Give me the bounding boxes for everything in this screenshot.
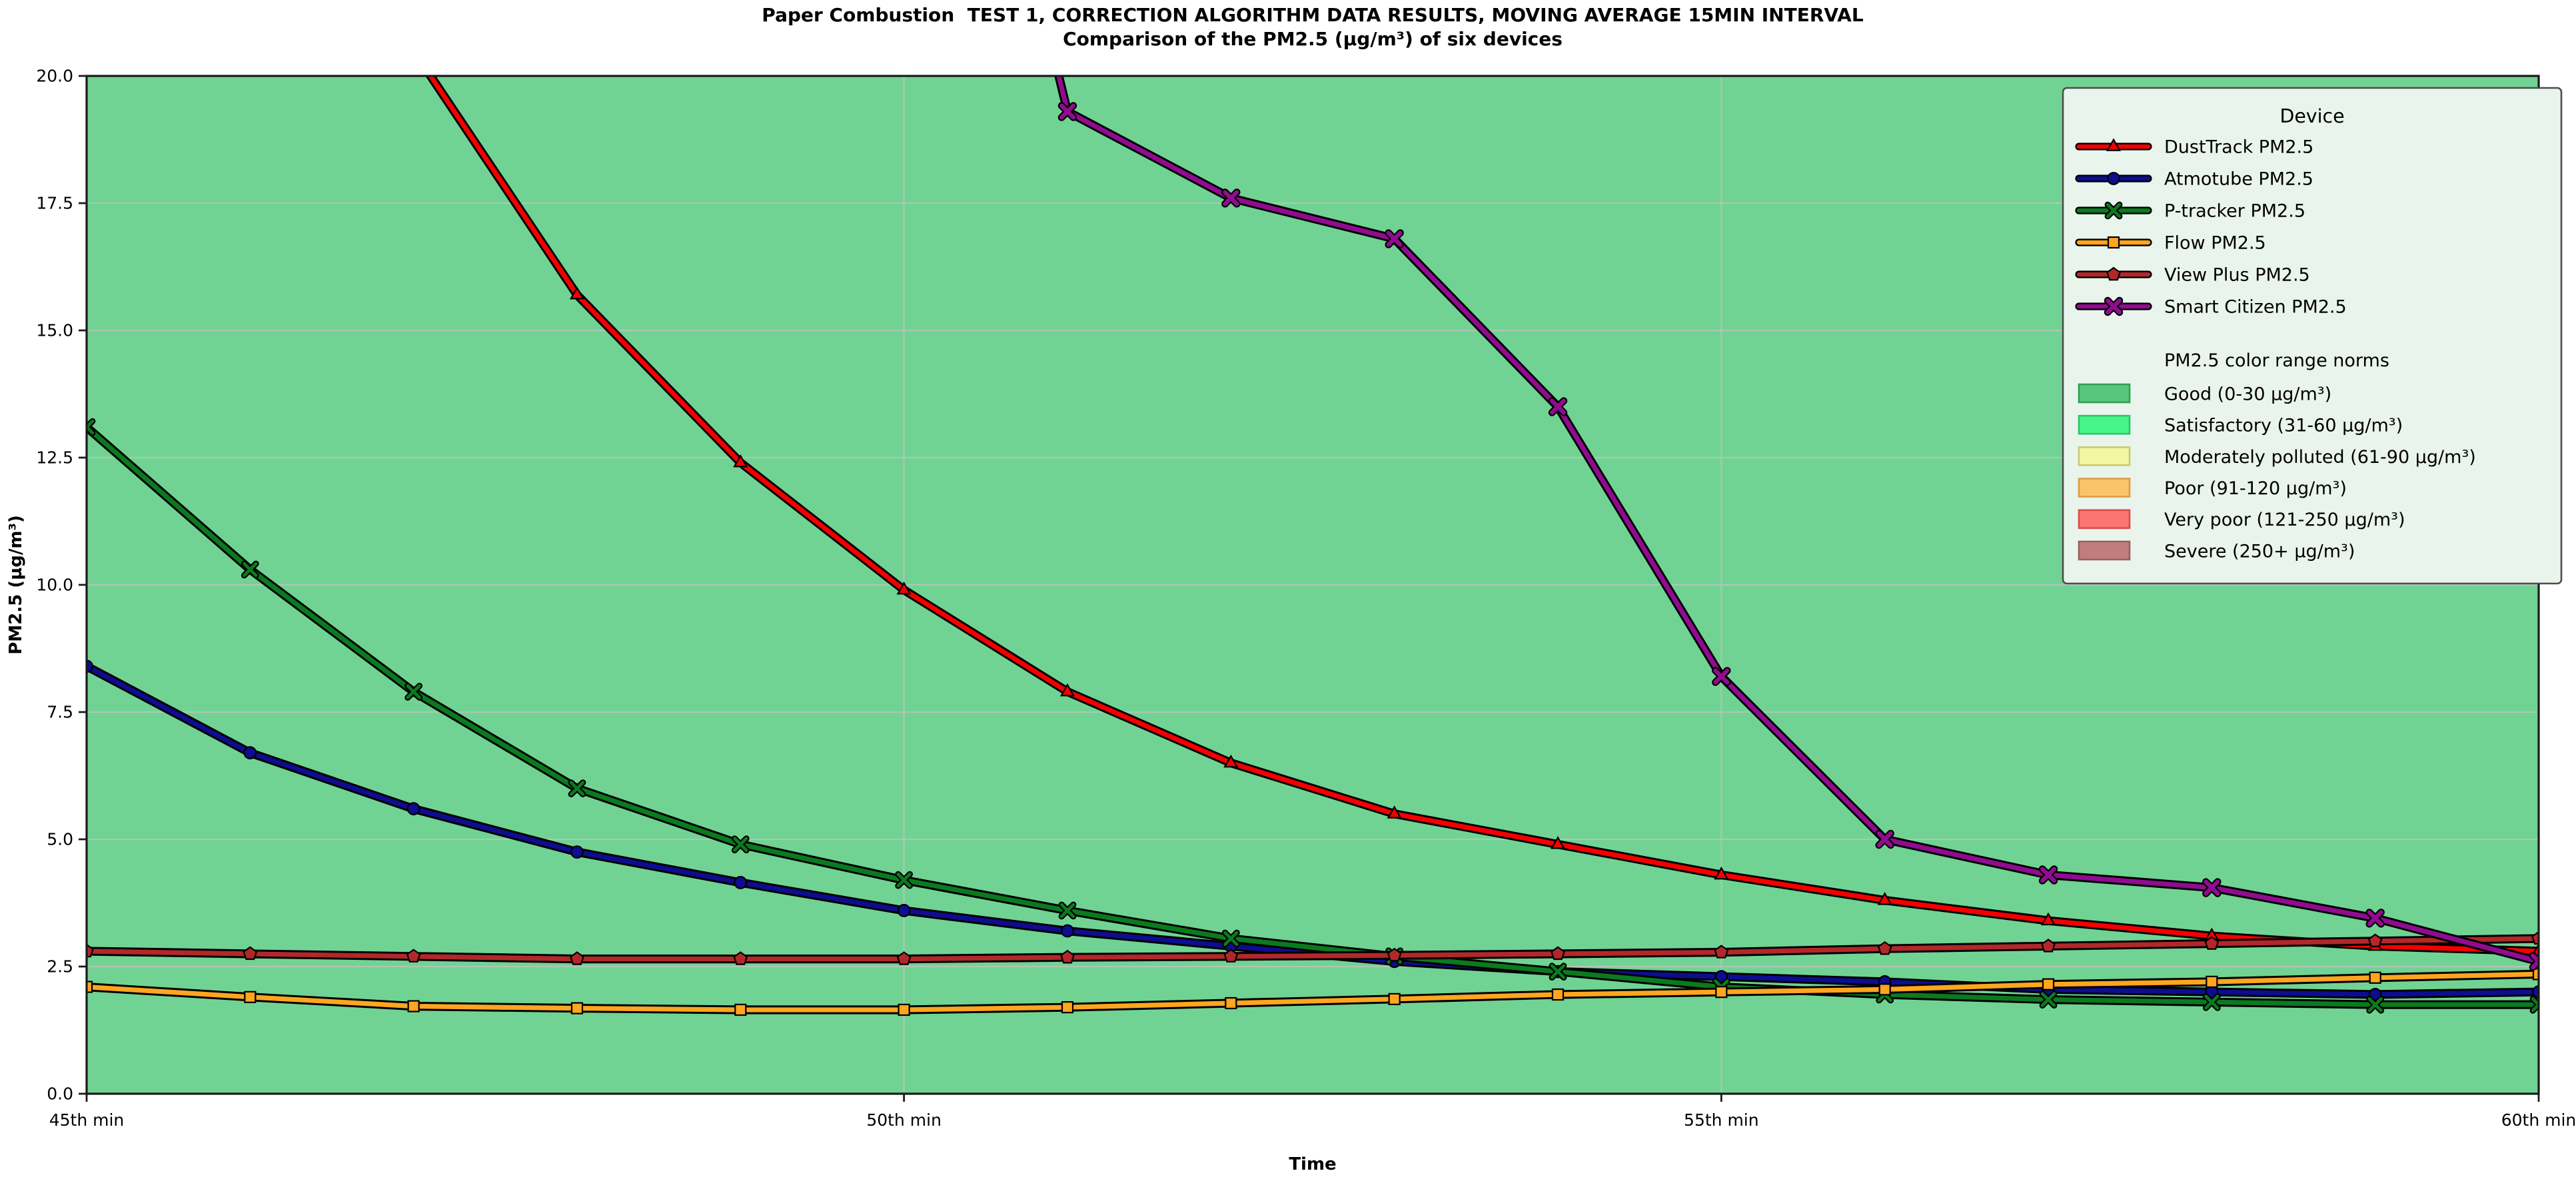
legend-item-p-tracker-pm2-5: P-tracker PM2.5 [2075,200,2305,221]
x-tick-label: 60th min [2501,1110,2576,1130]
y-tick-label: 15.0 [36,321,73,340]
series-smart-citizen-pm2-5 [1054,76,2539,971]
x-tick-label: 45th min [49,1110,125,1130]
legend-item-label: Smart Citizen PM2.5 [2164,296,2347,317]
legend-norm-label: Satisfactory (31-60 µg/m³) [2164,416,2403,436]
legend-norm-label: Good (0-30 µg/m³) [2164,384,2331,404]
chart-title: Paper Combustion TEST 1, CORRECTION ALGO… [762,4,1864,26]
legend-norm-satisfactory: Satisfactory (31-60 µg/m³) [2078,414,2403,436]
y-tick-label: 5.0 [47,830,73,849]
legend-item-smart-citizen-pm2-5: Smart Citizen PM2.5 [2075,296,2347,317]
y-tick-label: 20.0 [36,67,73,86]
x-tick-label: 55th min [1684,1110,1759,1130]
legend-norm-label: Very poor (121-250 µg/m³) [2164,510,2405,530]
y-tick-label: 7.5 [47,703,73,722]
series-dusttrack-pm2-5 [425,76,2539,956]
x-axis-label: Time [1289,1154,1336,1174]
legend-norm-poor: Poor (91-120 µg/m³) [2078,478,2347,499]
chart-generated-content: 0.0 2.5 5.0 7.5 10.0 12.5 15.0 17.5 20.0 45th min… [36,67,2576,1130]
legend-item-atmotube-pm2-5: Atmotube PM2.5 [2075,169,2313,189]
y-tick-label: 10.0 [36,576,73,595]
legend-norm-label: Poor (91-120 µg/m³) [2164,478,2347,499]
legend-item-view-plus-pm2-5: View Plus PM2.5 [2075,264,2310,285]
y-tick-label: 0.0 [47,1084,73,1104]
y-tick-label: 17.5 [36,194,73,213]
legend-item-dusttrack-pm2-5: DustTrack PM2.5 [2075,137,2313,157]
x-axis: 45th min 50th min 55th min 60th min [49,1094,2576,1130]
y-axis: 0.0 2.5 5.0 7.5 10.0 12.5 15.0 17.5 20.0 [36,67,87,1104]
y-tick-label: 2.5 [47,957,73,977]
legend-item-label: P-tracker PM2.5 [2164,200,2305,221]
legend-item-label: Atmotube PM2.5 [2164,169,2313,189]
legend-norm-good: Good (0-30 µg/m³) [2078,383,2331,404]
legend-item-label: DustTrack PM2.5 [2164,137,2313,157]
series-flow-pm2-5 [87,968,2539,1016]
legend-item-label: View Plus PM2.5 [2164,264,2310,285]
x-tick-label: 50th min [866,1110,942,1130]
legend-device-title: Device [2279,105,2344,127]
series-view-plus-pm2-5 [87,931,2539,965]
series-p-tracker-pm2-5 [87,418,2539,1014]
legend-norm-severe: Severe (250+ µg/m³) [2078,540,2355,562]
y-axis-label: PM2.5 (µg/m³) [6,515,26,655]
chart-subtitle: Comparison of the PM2.5 (µg/m³) of six d… [1063,28,1563,50]
legend-box: Device DustTrack PM2.5 Atmotube PM2.5 P-tra… [2062,87,2563,585]
legend-norms-title: PM2.5 color range norms [2164,350,2389,371]
legend-norm-moderately: Moderately polluted (61-90 µg/m³) [2078,446,2476,468]
legend-item-flow-pm2-5: Flow PM2.5 [2075,232,2266,253]
y-tick-label: 12.5 [36,448,73,468]
legend-item-label: Flow PM2.5 [2164,232,2266,253]
legend-norm-very: Very poor (121-250 µg/m³) [2078,509,2405,530]
legend-norm-label: Moderately polluted (61-90 µg/m³) [2164,447,2476,468]
legend-norm-label: Severe (250+ µg/m³) [2164,541,2355,562]
